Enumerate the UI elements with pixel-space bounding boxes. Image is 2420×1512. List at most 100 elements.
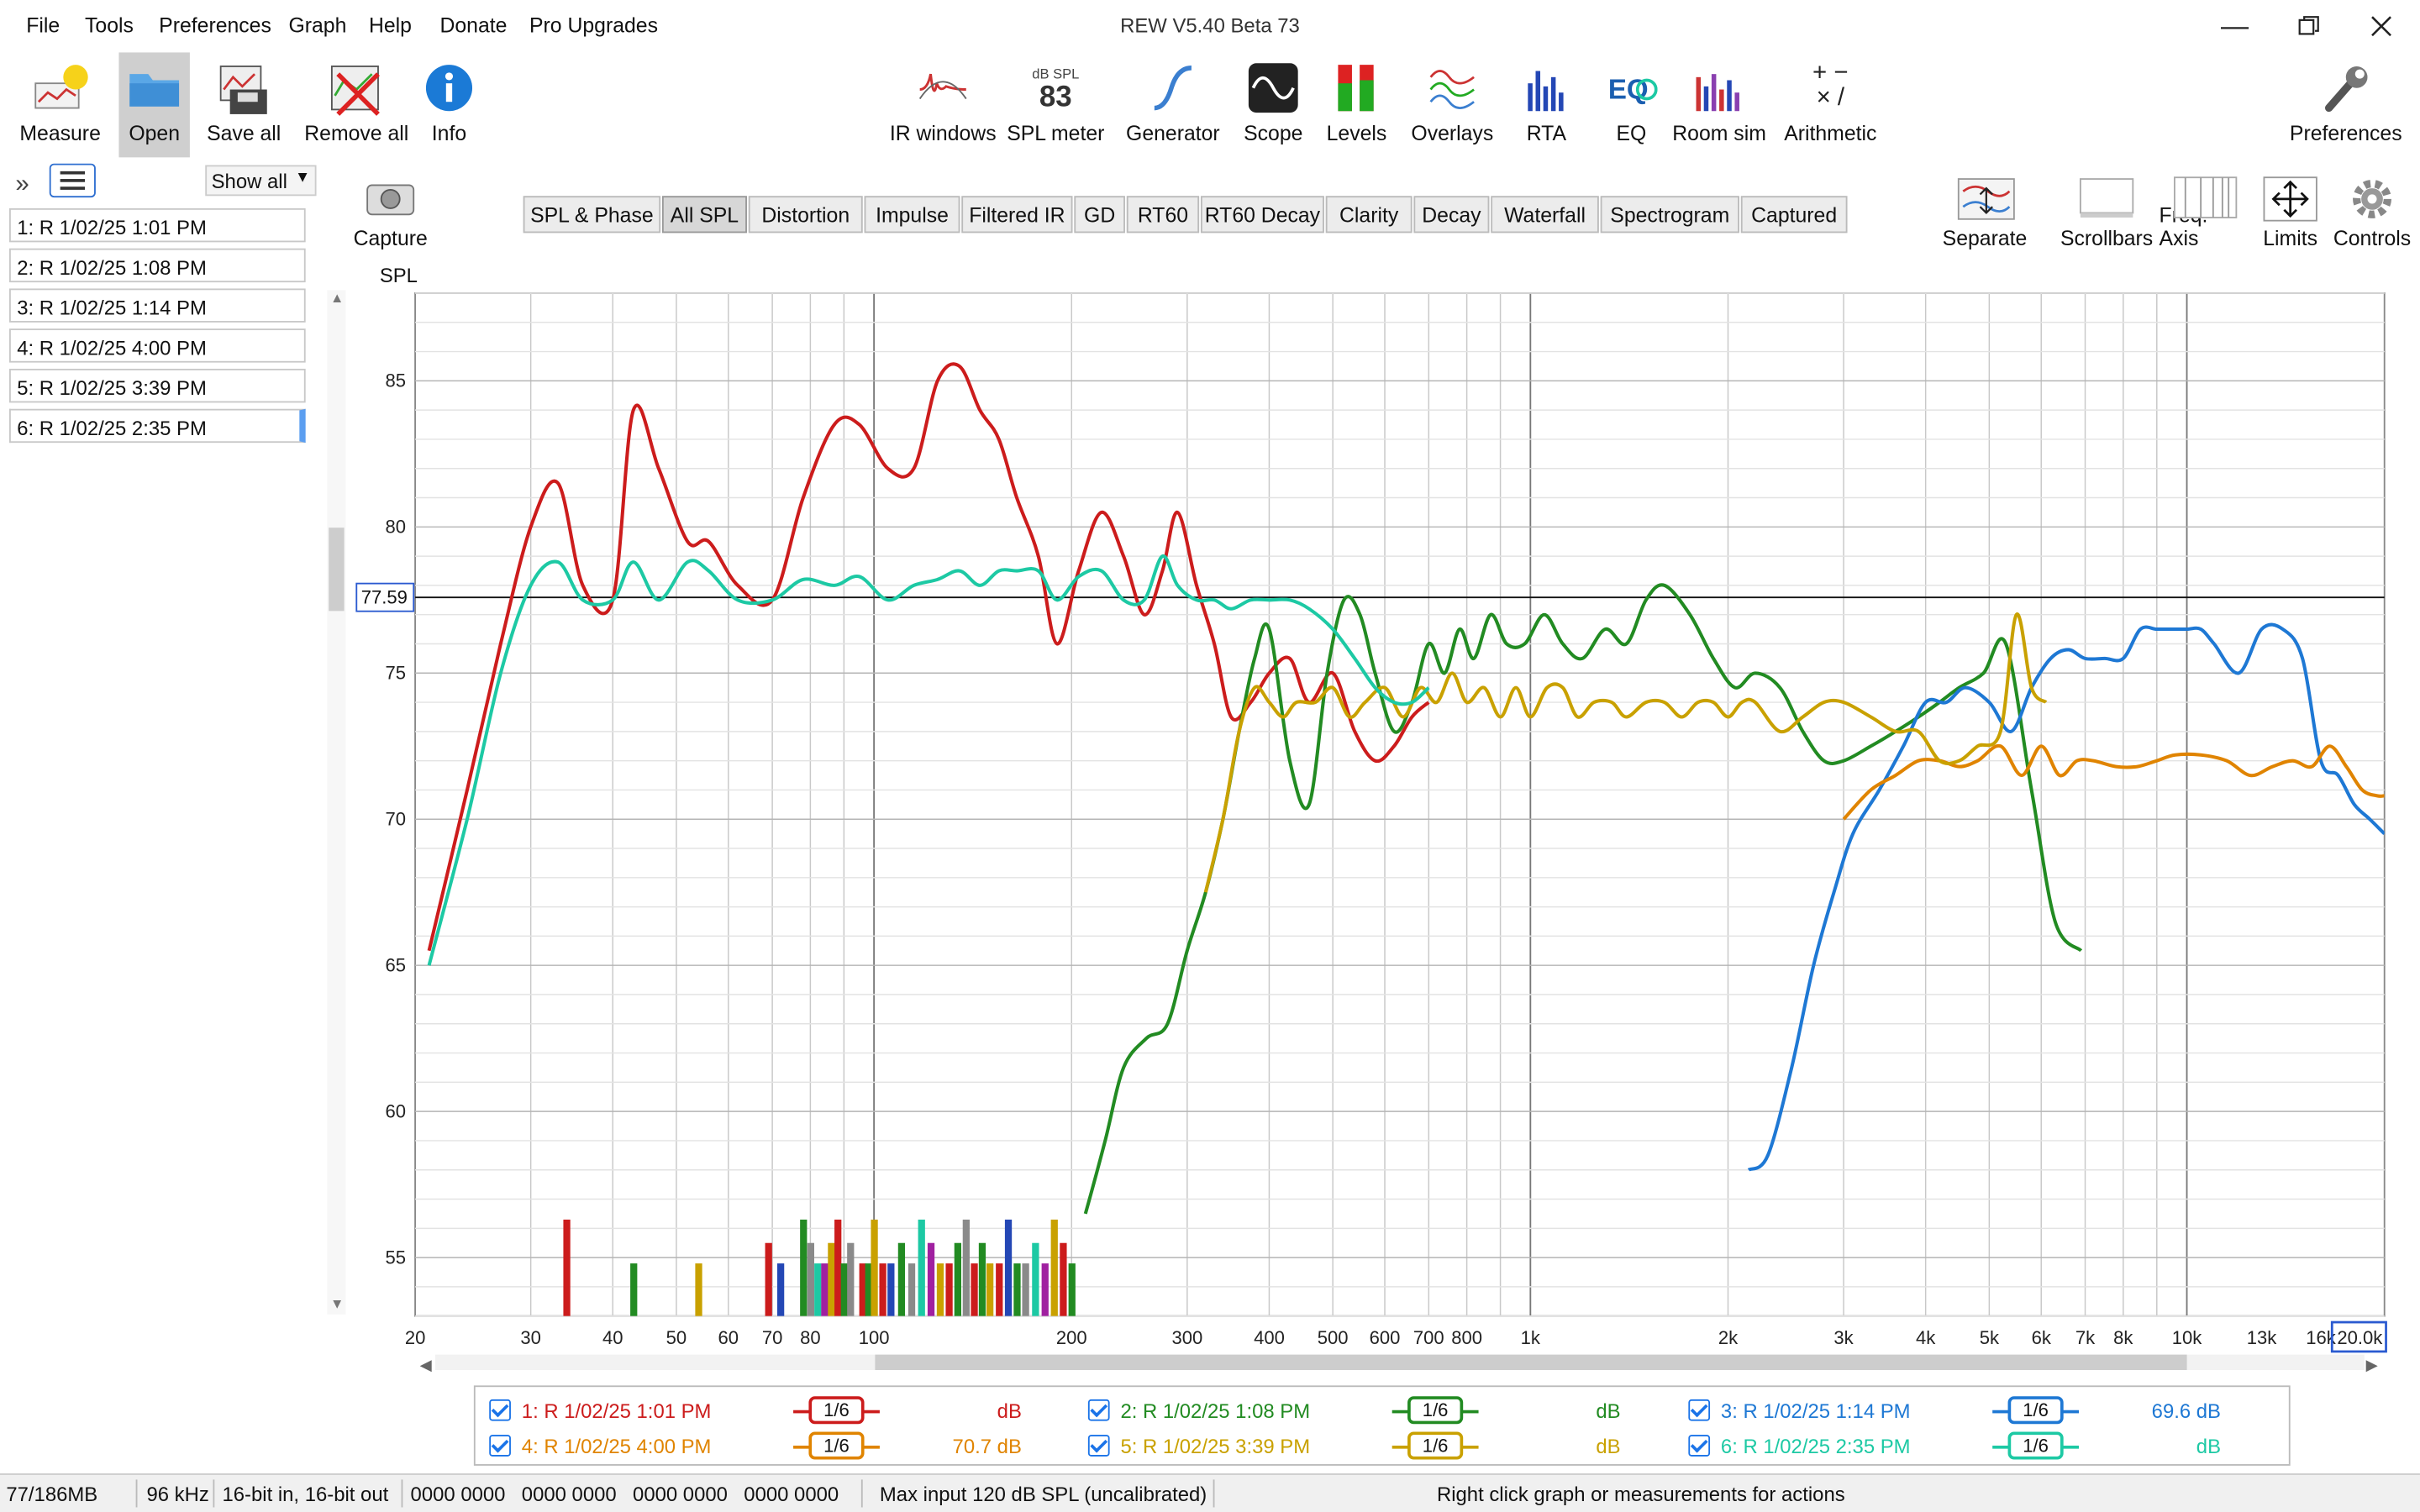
tab-filtered-ir[interactable]: Filtered IR [961, 196, 1073, 234]
spl-meter-label: SPL meter [1007, 122, 1105, 145]
sidebar-scroll-thumb[interactable] [329, 528, 345, 612]
tab-rt60-decay[interactable]: RT60 Decay [1200, 196, 1324, 234]
measurement-item[interactable]: 3: R 1/02/25 1:14 PM [9, 288, 306, 323]
tab-waterfall[interactable]: Waterfall [1491, 196, 1599, 234]
overlays-label: Overlays [1411, 122, 1494, 145]
menu-preferences[interactable]: Preferences [159, 13, 271, 38]
menu-graph[interactable]: Graph [288, 13, 347, 38]
freq-axis-button[interactable]: Freq. Axis [2160, 166, 2252, 253]
info-button[interactable]: Info [421, 52, 476, 157]
menu-donate[interactable]: Donate [439, 13, 508, 38]
menu-pro-upgrades[interactable]: Pro Upgrades [529, 13, 658, 38]
save-all-button[interactable]: Save all [201, 52, 287, 157]
window-title: REW V5.40 Beta 73 [1120, 13, 1300, 38]
generator-button[interactable]: Generator [1125, 52, 1221, 157]
minimize-button[interactable]: — [2221, 9, 2249, 41]
legend-series-name[interactable]: 6: R 1/02/25 2:35 PM [1720, 1435, 1911, 1458]
legend-smoothing-button[interactable]: 1/6 [1407, 1431, 1464, 1460]
restore-icon [2298, 16, 2319, 35]
x-tick-label: 30 [520, 1327, 541, 1348]
marker-bar [887, 1263, 895, 1316]
legend-checkbox[interactable] [1087, 1399, 1110, 1421]
expand-sidebar-icon[interactable]: » [15, 171, 29, 198]
menu-help[interactable]: Help [368, 13, 412, 38]
measure-label: Measure [19, 122, 101, 145]
marker-bar [1050, 1219, 1058, 1316]
tab-distortion[interactable]: Distortion [748, 196, 863, 234]
legend-series-name[interactable]: 4: R 1/02/25 4:00 PM [521, 1435, 712, 1458]
scroll-down-icon[interactable]: ▼ [330, 1295, 345, 1312]
legend-checkbox[interactable] [489, 1399, 511, 1421]
tab-spl-phase[interactable]: SPL & Phase [523, 196, 661, 234]
legend-checkbox[interactable] [489, 1435, 511, 1457]
remove-all-button[interactable]: Remove all [302, 52, 411, 157]
menu-file[interactable]: File [26, 13, 60, 38]
tab-decay[interactable]: Decay [1413, 196, 1490, 234]
status-level: 0000 0000 [410, 1483, 506, 1506]
ir-windows-button[interactable]: IR windows [889, 52, 997, 157]
list-view-button[interactable] [49, 163, 96, 198]
spl-meter-button[interactable]: dB SPL 83 SPL meter [1005, 52, 1107, 157]
arithmetic-button[interactable]: + − × / Arithmetic [1780, 52, 1881, 157]
legend-smoothing-button[interactable]: 1/6 [2007, 1396, 2064, 1425]
measurement-item[interactable]: 5: R 1/02/25 3:39 PM [9, 368, 306, 403]
legend-smoothing-button[interactable]: 1/6 [2007, 1431, 2064, 1460]
restore-button[interactable] [2273, 6, 2344, 46]
legend-level: dB [1596, 1399, 1621, 1423]
marker-bar [996, 1263, 1003, 1316]
legend-smoothing-button[interactable]: 1/6 [808, 1431, 865, 1460]
legend-smoothing-button[interactable]: 1/6 [1407, 1396, 1464, 1425]
scrollbars-button[interactable]: Scrollbars [2060, 166, 2153, 253]
rta-button[interactable]: RTA [1516, 52, 1577, 157]
separate-button[interactable]: Separate [1942, 166, 2028, 253]
measurement-item[interactable]: 2: R 1/02/25 1:08 PM [9, 248, 306, 283]
preferences-button[interactable]: Preferences [2289, 52, 2403, 157]
marker-bar [971, 1263, 978, 1316]
legend-checkbox[interactable] [1688, 1399, 1711, 1421]
preferences-label: Preferences [2289, 122, 2402, 145]
marker-bar [918, 1219, 925, 1316]
marker-bar [807, 1242, 814, 1316]
eq-button[interactable]: EQ EQ [1599, 52, 1664, 157]
tab-spectrogram[interactable]: Spectrogram [1600, 196, 1739, 234]
legend-series-name[interactable]: 5: R 1/02/25 3:39 PM [1120, 1435, 1311, 1458]
legend-series-name[interactable]: 2: R 1/02/25 1:08 PM [1120, 1399, 1311, 1423]
close-button[interactable] [2346, 6, 2417, 46]
open-button[interactable]: Open [118, 52, 190, 158]
capture-button[interactable]: Capture [349, 166, 432, 253]
legend-checkbox[interactable] [1087, 1435, 1110, 1457]
spl-graph[interactable]: 85 80 75 70 65 60 55 20 30 40 50 60 70 80 100 200 300 400… [352, 287, 2420, 1386]
menu-tools[interactable]: Tools [85, 13, 134, 38]
marker-bar [765, 1242, 772, 1316]
tab-clarity[interactable]: Clarity [1325, 196, 1413, 234]
limits-button[interactable]: Limits [2258, 166, 2323, 253]
tab-impulse[interactable]: Impulse [864, 196, 960, 234]
x-tick-label: 1k [1521, 1327, 1541, 1348]
measure-button[interactable]: Measure [13, 52, 108, 157]
legend-series-name[interactable]: 1: R 1/02/25 1:01 PM [521, 1399, 712, 1423]
scrollbars-icon [2079, 178, 2134, 218]
legend-level: dB [1596, 1435, 1621, 1458]
controls-button[interactable]: Controls [2330, 166, 2413, 253]
levels-button[interactable]: Levels [1324, 52, 1389, 157]
y-tick-label: 70 [386, 809, 407, 830]
tab-gd[interactable]: GD [1074, 196, 1125, 234]
legend-smoothing-button[interactable]: 1/6 [808, 1396, 865, 1425]
measurement-item-selected[interactable]: 6: R 1/02/25 2:35 PM [9, 408, 306, 444]
measurement-item[interactable]: 1: R 1/02/25 1:01 PM [9, 207, 306, 243]
tab-all-spl[interactable]: All SPL [661, 196, 747, 234]
tab-rt60[interactable]: RT60 [1126, 196, 1200, 234]
legend-checkbox[interactable] [1688, 1435, 1711, 1457]
tab-captured[interactable]: Captured [1740, 196, 1848, 234]
scope-button[interactable]: Scope [1241, 52, 1306, 157]
show-all-select[interactable]: Show all ▼ [205, 165, 317, 197]
rta-icon [1528, 71, 1564, 112]
x-tick-label: 700 [1413, 1327, 1444, 1348]
room-sim-button[interactable]: Room sim [1671, 52, 1767, 157]
legend-series-name[interactable]: 3: R 1/02/25 1:14 PM [1720, 1399, 1911, 1423]
x-tick-label: 800 [1451, 1327, 1482, 1348]
scroll-up-icon[interactable]: ▲ [330, 290, 345, 306]
sidebar-scrollbar[interactable]: ▲ ▼ [327, 290, 346, 1315]
measurement-item[interactable]: 4: R 1/02/25 4:00 PM [9, 328, 306, 363]
overlays-button[interactable]: Overlays [1411, 52, 1494, 157]
